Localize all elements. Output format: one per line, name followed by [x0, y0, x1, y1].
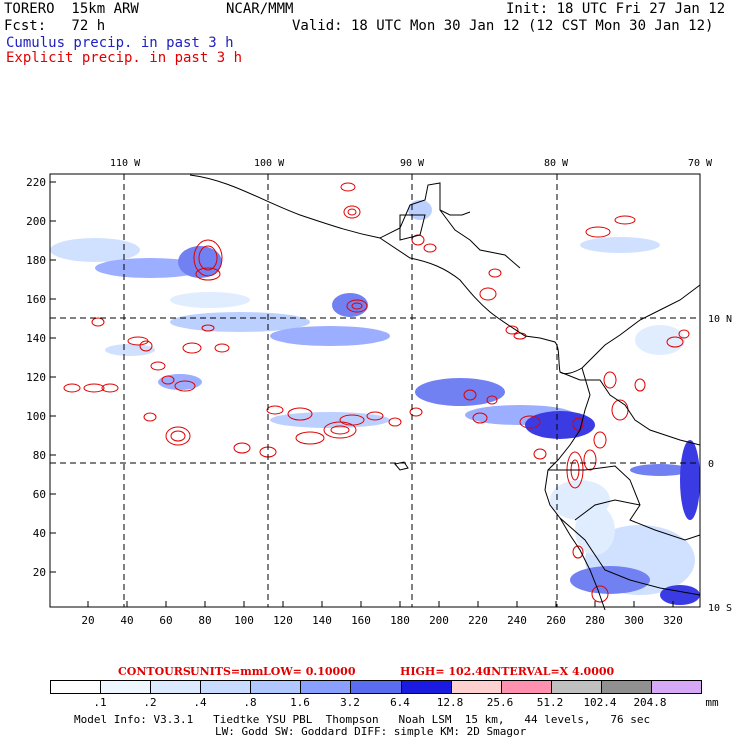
init-time: Init: 18 UTC Fri 27 Jan 12 [506, 1, 726, 17]
lon-label: 100 W [254, 158, 285, 169]
y-tick-label: 100 [26, 410, 46, 423]
colorbar-label: 25.6 [487, 696, 514, 709]
colorbar-swatch [101, 681, 152, 693]
x-tick-label: 120 [273, 614, 293, 627]
lon-label: 90 W [400, 158, 425, 169]
y-tick-label: 140 [26, 332, 46, 345]
lon-label: 80 W [544, 158, 569, 169]
explicit-legend: Explicit precip. in past 3 h [6, 50, 243, 66]
x-tick-label: 80 [198, 614, 211, 627]
y-tick-label: 220 [26, 176, 46, 189]
colorbar-label: 3.2 [340, 696, 360, 709]
lat-label: 10 S [708, 603, 732, 614]
contours-units: UNITS=mm [190, 665, 264, 678]
x-tick-label: 240 [507, 614, 527, 627]
forecast-hour: Fcst: 72 h [4, 18, 106, 34]
y-tick-label: 40 [33, 527, 46, 540]
lon-label: 110 W [110, 158, 141, 169]
plot-frame [49, 173, 701, 608]
colorbar-swatch [501, 681, 552, 693]
lat-label: 10 N [708, 314, 732, 325]
colorbar-label: 51.2 [537, 696, 564, 709]
contours-interval: INTERVAL=X 4.0000 [486, 665, 614, 678]
x-tick-label: 160 [351, 614, 371, 627]
colorbar-label: .8 [243, 696, 256, 709]
valid-time: Valid: 18 UTC Mon 30 Jan 12 (12 CST Mon … [292, 18, 714, 34]
colorbar-unit: mm [705, 696, 719, 709]
x-tick-label: 200 [429, 614, 449, 627]
x-tick-label: 20 [81, 614, 94, 627]
contours-high: HIGH= 102.40 [400, 665, 491, 678]
x-tick-label: 320 [663, 614, 683, 627]
colorbar-swatch [301, 681, 352, 693]
model-info: Model Info: V3.3.1 Tiedtke YSU PBL Thomp… [74, 713, 651, 726]
contours-label: CONTOURS: [118, 665, 195, 678]
colorbar-label: 12.8 [437, 696, 464, 709]
y-tick-label: 120 [26, 371, 46, 384]
model-physics: LW: Godd SW: Goddard DIFF: simple KM: 2D… [215, 725, 527, 738]
colorbar-swatch [401, 681, 452, 693]
x-tick-label: 140 [312, 614, 332, 627]
explicit-precip-contours [63, 182, 690, 603]
colorbar-swatch [601, 681, 652, 693]
colorbar-swatch [551, 681, 602, 693]
lat-label: 0 [708, 459, 714, 470]
x-tick-label: 100 [234, 614, 254, 627]
colorbar-label: 6.4 [390, 696, 410, 709]
colorbar-swatch [151, 681, 202, 693]
x-tick-label: 40 [120, 614, 133, 627]
coastlines [189, 174, 701, 611]
colorbar-swatch [351, 681, 402, 693]
colorbar-label: 204.8 [633, 696, 666, 709]
x-tick-label: 180 [390, 614, 410, 627]
y-tick-label: 200 [26, 215, 46, 228]
lon-label: 70 W [688, 158, 713, 169]
y-tick-label: 60 [33, 488, 46, 501]
x-tick-label: 300 [624, 614, 644, 627]
organization-label: NCAR/MMM [226, 1, 294, 17]
colorbar-label: .2 [143, 696, 156, 709]
colorbar-label: 1.6 [290, 696, 310, 709]
contours-low: LOW= 0.10000 [263, 665, 356, 678]
cumulus-precip-areas [50, 200, 700, 605]
colorbar-label: .1 [93, 696, 106, 709]
x-tick-label: 60 [159, 614, 172, 627]
cumulus-legend: Cumulus precip. in past 3 h [6, 35, 234, 51]
colorbar-swatch [651, 681, 702, 693]
y-tick-label: 180 [26, 254, 46, 267]
graticule [50, 174, 700, 607]
model-title: TORERO 15km ARW [4, 1, 139, 17]
colorbar-swatch [451, 681, 502, 693]
y-tick-marks [50, 181, 56, 573]
colorbar-swatch [251, 681, 302, 693]
x-tick-label: 220 [468, 614, 488, 627]
colorbar-label: 102.4 [583, 696, 616, 709]
colorbar-swatch [51, 681, 102, 693]
x-tick-marks [87, 601, 674, 607]
y-tick-label: 20 [33, 566, 46, 579]
y-tick-label: 80 [33, 449, 46, 462]
x-tick-label: 280 [585, 614, 605, 627]
y-tick-label: 160 [26, 293, 46, 306]
colorbar [50, 680, 702, 694]
x-tick-label: 260 [546, 614, 566, 627]
colorbar-label: .4 [193, 696, 207, 709]
colorbar-swatch [201, 681, 252, 693]
